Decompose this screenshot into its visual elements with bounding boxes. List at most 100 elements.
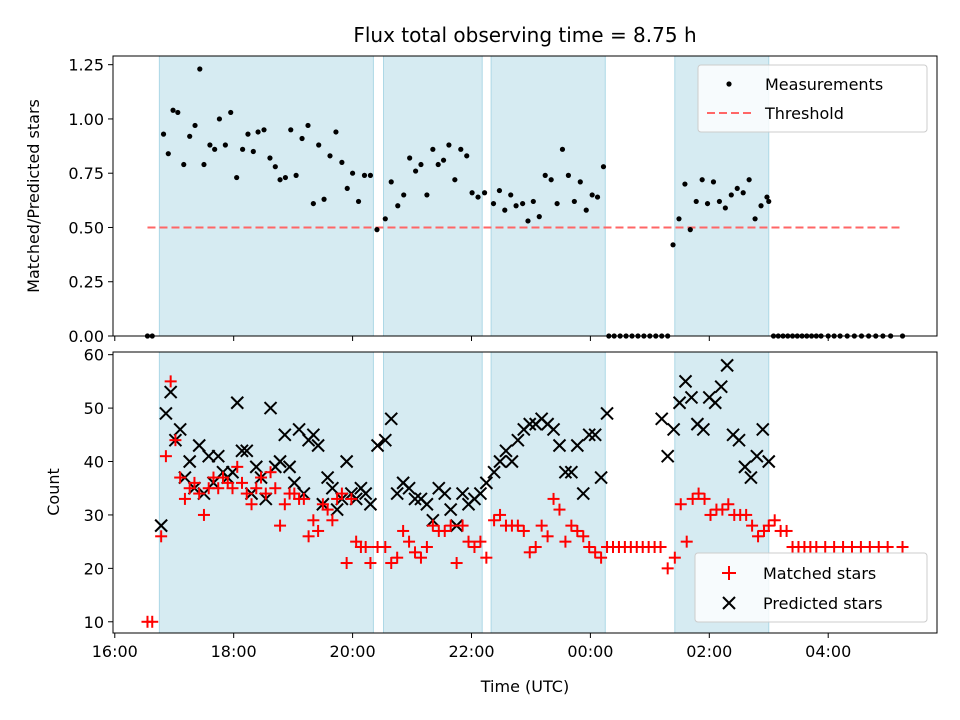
y-tick-label: 0.25 <box>68 273 104 292</box>
measurement-point <box>245 131 251 137</box>
measurement-point <box>222 142 228 148</box>
predicted-star-point <box>230 396 244 410</box>
measurement-point <box>255 129 261 135</box>
measurement-point <box>554 200 560 207</box>
matched-star-point <box>680 535 693 548</box>
measurement-point <box>693 198 699 205</box>
measurement-point <box>201 161 207 168</box>
measurement-point <box>458 146 464 152</box>
predicted-star-point <box>443 502 458 517</box>
ratio-x-axis-ticks <box>114 336 829 341</box>
measurement-point <box>344 185 350 192</box>
matched-star-point <box>426 519 439 532</box>
measurement-point <box>282 174 289 181</box>
predicted-star-point <box>479 476 494 490</box>
measurement-point <box>752 216 758 222</box>
predicted-star-point <box>756 422 770 437</box>
observing-interval <box>383 55 483 337</box>
measurement-point <box>299 135 305 142</box>
matched-star-point <box>307 514 320 527</box>
matched-star-point <box>494 508 507 521</box>
observing-interval <box>158 55 374 337</box>
matched-star-point <box>197 508 210 521</box>
matched-star-point <box>188 476 201 489</box>
predicted-star-point <box>370 438 385 453</box>
measurement-point <box>228 109 234 116</box>
measurement-point <box>746 177 752 183</box>
measurement-point <box>440 157 447 163</box>
matched-star-point <box>553 503 566 516</box>
measurement-point <box>277 177 283 183</box>
matched-star-point <box>193 487 206 500</box>
ratio-y-axis: 0.00 0.25 0.50 0.75 1.00 1.25 <box>68 56 113 346</box>
measurement-point <box>589 192 595 198</box>
matched-star-point <box>595 551 608 564</box>
measurement-point <box>446 142 452 148</box>
x-tick-label: 04:00 <box>805 642 851 661</box>
matched-star-point <box>250 482 263 495</box>
y-tick-label: 10 <box>84 613 104 632</box>
measurement-point <box>600 164 607 170</box>
measurement-point <box>704 200 711 207</box>
measurement-point <box>764 194 770 200</box>
matched-star-point <box>654 540 667 553</box>
measurement-point <box>374 227 380 233</box>
measurement-point <box>502 207 508 213</box>
measurement-point <box>288 127 294 133</box>
matched-star-point <box>231 460 244 473</box>
matched-star-point <box>391 551 404 564</box>
matched-star-point <box>456 519 469 532</box>
measurement-point <box>766 198 772 205</box>
count-x-axis: 16:00 18:00 20:00 22:00 00:00 02:00 04:00 <box>92 633 851 661</box>
matched-star-point <box>716 503 729 516</box>
measurement-point <box>216 116 223 122</box>
matched-star-point <box>164 375 177 388</box>
matched-star-point <box>397 524 410 537</box>
measurement-point <box>682 181 688 187</box>
measurement-point <box>481 190 488 196</box>
predicted-star-point <box>505 454 519 469</box>
matched-star-point <box>780 524 793 537</box>
predicted-star-point <box>306 428 321 442</box>
matched-star-point <box>438 524 451 537</box>
measurement-point <box>722 205 728 211</box>
predicted-star-point <box>325 481 340 495</box>
matched-star-point <box>212 482 225 495</box>
measurement-point <box>435 161 441 168</box>
predicted-star-point <box>660 449 675 463</box>
measurement-point <box>355 198 362 205</box>
matched-star-point <box>385 557 398 570</box>
ratio-y-axis-label: Matched/Predicted stars <box>24 99 43 293</box>
matched-star-point <box>178 492 191 505</box>
matched-star-point <box>345 492 358 505</box>
matched-star-point <box>226 482 239 495</box>
predicted-star-point <box>558 465 573 479</box>
measurement-point <box>395 203 401 209</box>
measurement-point <box>339 159 345 165</box>
predicted-star-point <box>666 422 681 437</box>
predicted-star-point <box>330 502 344 517</box>
matched-star-point <box>480 551 493 564</box>
matched-star-point <box>312 524 325 537</box>
predicted-star-point <box>523 417 537 431</box>
measurement-point <box>464 153 470 159</box>
x-tick-label: 18:00 <box>211 642 257 661</box>
matched-star-point <box>297 492 310 505</box>
y-tick-label: 40 <box>84 453 104 472</box>
measurement-point <box>536 214 542 220</box>
matched-star-point <box>236 476 249 489</box>
predicted-star-point <box>287 476 302 490</box>
predicted-star-point <box>282 460 297 474</box>
matched-star-point <box>326 514 339 527</box>
measurement-point <box>577 179 583 185</box>
predicted-star-point <box>402 481 416 495</box>
measurement-point <box>240 146 246 152</box>
predicted-star-point <box>487 465 501 479</box>
matched-star-point <box>278 498 291 511</box>
legend-predicted-marker <box>722 596 736 610</box>
measurement-point <box>583 207 589 213</box>
predicted-star-point <box>499 444 513 458</box>
measurement-point <box>388 179 394 185</box>
ratio-legend-box <box>697 64 928 133</box>
measurement-point <box>513 203 519 209</box>
